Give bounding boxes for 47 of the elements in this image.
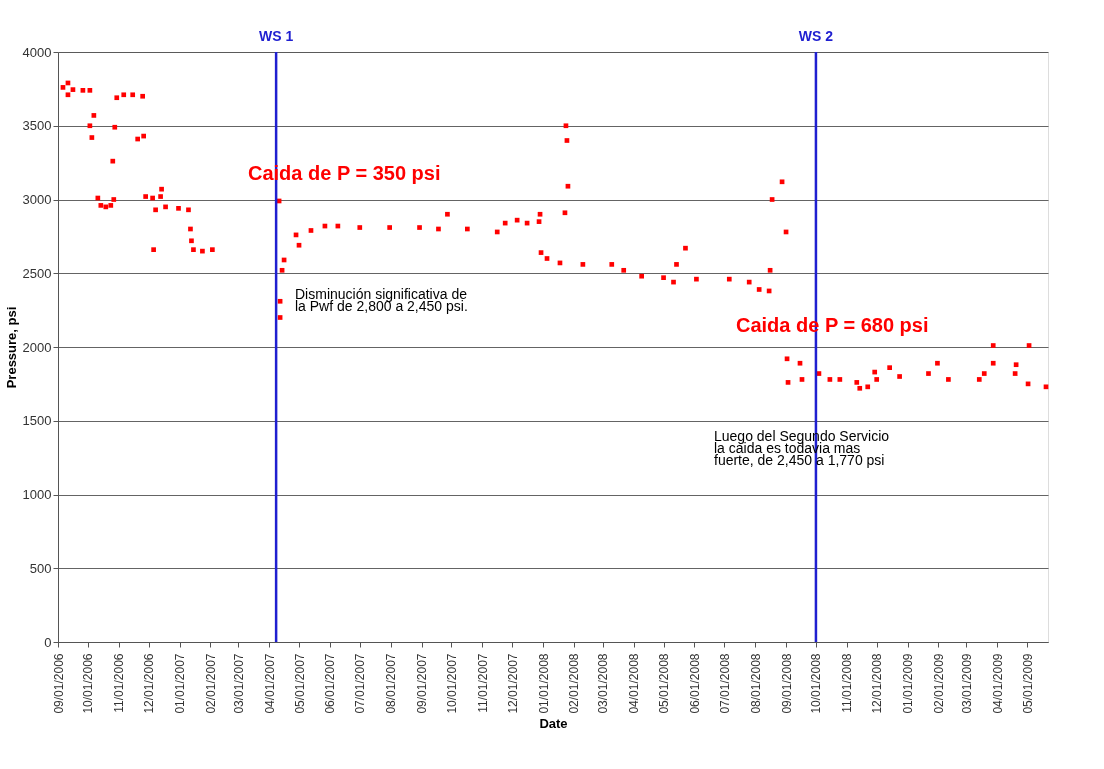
x-tick-label: 08/01/2007 <box>384 653 399 714</box>
x-axis-title: Date <box>539 715 568 731</box>
x-tick-label: 10/01/2007 <box>444 653 459 714</box>
x-tick-label: 12/01/2006 <box>142 653 157 714</box>
x-tick-label: 05/01/2008 <box>657 653 672 714</box>
y-axis-title: Pressure, psi <box>3 306 19 389</box>
y-tick-label: 500 <box>29 560 52 576</box>
x-tick-label: 06/01/2007 <box>323 653 338 714</box>
y-tick-label: 2000 <box>22 339 52 355</box>
y-tick-label: 4000 <box>22 44 52 60</box>
x-tick-label: 01/01/2008 <box>536 653 551 714</box>
x-tick-label: 11/01/2007 <box>475 653 490 713</box>
x-tick-label: 04/01/2007 <box>262 653 277 714</box>
x-tick-label: 01/01/2007 <box>173 653 188 714</box>
x-tick-label: 02/01/2008 <box>567 653 582 714</box>
x-tick-label: 05/01/2009 <box>1020 653 1035 714</box>
x-tick-label: 09/01/2007 <box>415 653 430 714</box>
y-tick-label: 0 <box>44 634 52 650</box>
x-tick-label: 05/01/2007 <box>292 653 307 714</box>
x-tick-label: 02/01/2009 <box>931 653 946 714</box>
x-tick-label: 10/01/2006 <box>81 653 96 714</box>
x-tick-label: 12/01/2008 <box>870 653 885 714</box>
x-tick-label: 07/01/2007 <box>353 653 368 714</box>
y-tick-label: 3500 <box>22 118 52 134</box>
x-tick-label: 07/01/2008 <box>717 653 732 714</box>
x-tick-label: 03/01/2009 <box>959 653 974 714</box>
x-tick-label: 03/01/2008 <box>596 653 611 714</box>
y-tick-label: 1500 <box>22 413 52 429</box>
x-tick-label: 11/01/2008 <box>840 653 855 713</box>
x-tick-label: 09/01/2008 <box>779 653 794 714</box>
x-tick-label: 08/01/2008 <box>748 653 763 714</box>
y-tick-label: 3000 <box>22 192 52 207</box>
y-tick-label: 1000 <box>22 487 52 502</box>
y-tick-label: 2500 <box>22 265 52 281</box>
ref-line-label: WS 1 <box>259 28 294 44</box>
annotation: Disminución significativa de la Pwf de 2,800 a 2,450 psi. <box>295 286 468 314</box>
x-tick-label: 04/01/2008 <box>627 653 642 714</box>
x-tick-label: 04/01/2009 <box>990 653 1005 714</box>
x-tick-label: 11/01/2006 <box>112 653 127 713</box>
ref-line-label: WS 2 <box>798 28 834 44</box>
x-tick-label: 02/01/2007 <box>203 653 218 714</box>
x-tick-label: 10/01/2008 <box>809 653 824 714</box>
x-tick-label: 12/01/2007 <box>505 653 520 714</box>
x-tick-label: 09/01/2006 <box>51 653 66 714</box>
x-tick-label: 01/01/2009 <box>901 653 916 714</box>
x-tick-label: 03/01/2007 <box>231 653 246 714</box>
x-tick-label: 06/01/2008 <box>687 653 702 714</box>
